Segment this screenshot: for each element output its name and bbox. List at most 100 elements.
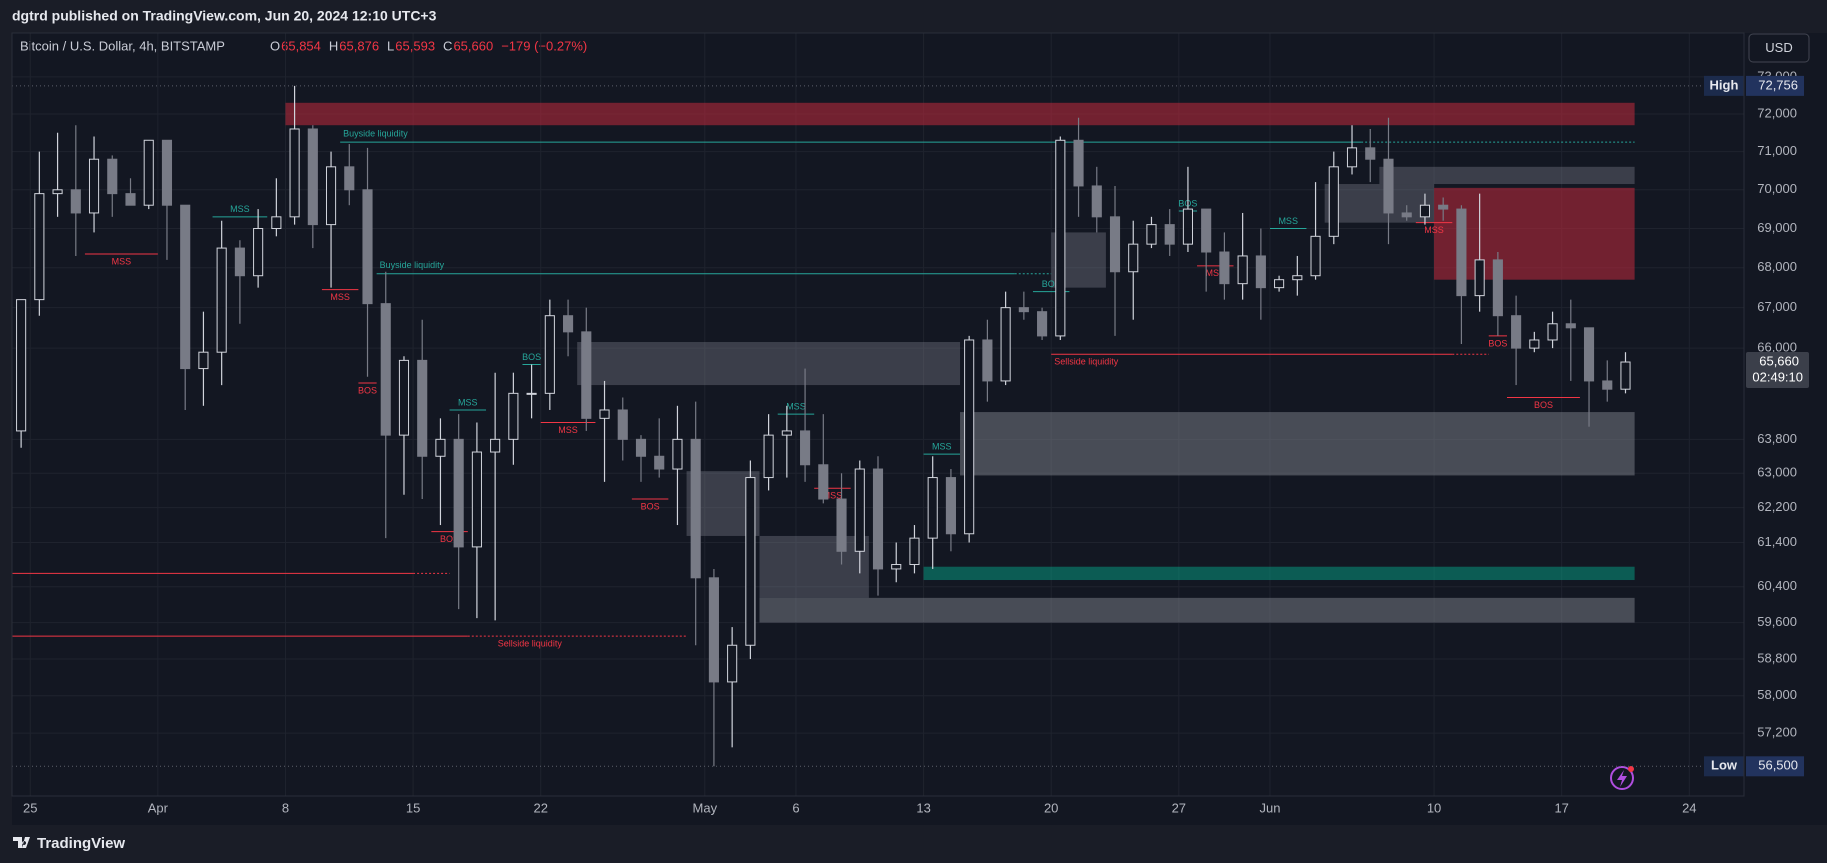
y-tick-label: 57,200 xyxy=(1757,725,1797,740)
x-tick-label: 22 xyxy=(533,800,547,815)
zone xyxy=(1434,187,1635,280)
candle-body xyxy=(344,166,355,191)
zone xyxy=(1379,166,1635,185)
time-axis xyxy=(12,796,1744,825)
y-tick-label: 70,000 xyxy=(1757,181,1797,196)
candle-body xyxy=(563,315,574,333)
marker-label-bg xyxy=(1704,756,1744,777)
candle-body xyxy=(198,351,209,370)
legend-value: 65,660 xyxy=(453,38,493,53)
legend-value: 65,593 xyxy=(395,38,435,53)
candle-body xyxy=(1401,212,1412,218)
candle-body xyxy=(854,468,865,552)
x-tick-label: 24 xyxy=(1682,800,1696,815)
candle-body xyxy=(70,189,81,214)
candle-body xyxy=(1383,158,1394,214)
candle-body xyxy=(307,128,318,226)
y-tick-label: 66,000 xyxy=(1757,340,1797,355)
structure-label: BOS xyxy=(1534,400,1553,410)
y-tick-label: 63,800 xyxy=(1757,431,1797,446)
candle-body xyxy=(180,204,191,370)
candle-body xyxy=(16,299,27,432)
alert-dot[interactable] xyxy=(1628,766,1634,772)
legend-value: 65,854 xyxy=(281,38,321,53)
zone xyxy=(285,102,1635,126)
y-tick-label: 71,000 xyxy=(1757,143,1797,158)
legend-key: H xyxy=(329,38,338,53)
currency-label[interactable]: USD xyxy=(1765,40,1792,55)
marker-value-bg xyxy=(1746,756,1804,777)
candle-body xyxy=(107,158,118,195)
candle-body xyxy=(1474,259,1485,297)
alert-icon[interactable] xyxy=(1610,766,1634,790)
candle-body xyxy=(1219,251,1230,285)
candle-body xyxy=(654,455,665,470)
candle-body xyxy=(1602,380,1613,390)
candle-body xyxy=(1529,339,1540,349)
candle-body xyxy=(872,468,884,570)
x-tick-label: 10 xyxy=(1427,800,1441,815)
symbol: Bitcoin / U.S. Dollar, 4h, BITSTAMP xyxy=(20,38,225,53)
marker-label: High xyxy=(1710,77,1739,92)
candle-body xyxy=(1346,147,1358,168)
y-tick-label: 62,200 xyxy=(1757,499,1797,514)
y-tick-label: 58,800 xyxy=(1757,650,1797,665)
candle-body xyxy=(1438,204,1449,210)
x-tick-label: 6 xyxy=(792,800,799,815)
candle-body xyxy=(380,303,391,436)
candle-body xyxy=(1182,208,1193,245)
structure-label: BOS xyxy=(1042,279,1061,289)
y-tick-label: 69,000 xyxy=(1757,220,1797,235)
candle-body xyxy=(253,228,264,277)
legend: Bitcoin / U.S. Dollar, 4h, BITSTAMP O 65,… xyxy=(20,38,587,53)
candle-body xyxy=(909,537,920,566)
candle-body xyxy=(1201,208,1212,253)
last-price: 65,660 xyxy=(1759,353,1799,368)
alert-ring[interactable] xyxy=(1610,766,1634,790)
x-tick-label: 20 xyxy=(1044,800,1058,815)
marker-label: Low xyxy=(1711,758,1738,773)
footer-logo: TradingView xyxy=(13,835,125,852)
y-tick-label: 67,000 xyxy=(1757,299,1797,314)
structure-label: MSS xyxy=(558,425,578,435)
structure-label: BOS xyxy=(1488,338,1507,348)
legend-change: −179 (−0.27%) xyxy=(501,38,587,53)
header: dgtrd published on TradingView.com, Jun … xyxy=(12,8,437,24)
last-price-badge xyxy=(1746,352,1809,389)
marker-value: 72,756 xyxy=(1758,77,1798,92)
level-label: Sellside liquidity xyxy=(498,639,563,649)
candle-body xyxy=(544,315,555,394)
alert-bolt[interactable] xyxy=(1617,770,1627,787)
candle-body xyxy=(1237,255,1248,285)
legend-key: C xyxy=(443,38,452,53)
structure-label: MSS xyxy=(458,397,478,407)
candle-body xyxy=(417,359,428,457)
candle-body xyxy=(635,438,647,457)
candle-body xyxy=(234,247,245,277)
candle-body xyxy=(982,339,993,382)
structure-label: MSS xyxy=(1278,216,1298,226)
candle-body xyxy=(453,438,464,548)
candle-body xyxy=(763,434,774,479)
candle-body xyxy=(1128,243,1139,273)
structure-label: BOS xyxy=(358,385,377,395)
structure-label: MSS xyxy=(823,491,843,501)
currency-button[interactable] xyxy=(1748,33,1810,63)
plot-border xyxy=(11,32,1745,797)
candle-body xyxy=(690,438,701,579)
x-tick-label: 15 xyxy=(406,800,420,815)
candle-body xyxy=(945,477,956,535)
zone xyxy=(577,342,961,386)
marker-label-bg xyxy=(1704,75,1744,96)
marker-value-bg xyxy=(1746,75,1804,96)
candle-body xyxy=(325,166,337,226)
marker-value: 56,500 xyxy=(1758,758,1798,773)
x-tick-label: 27 xyxy=(1172,800,1186,815)
candle-body xyxy=(1274,279,1285,289)
candle-body xyxy=(1109,216,1121,273)
candle-body xyxy=(1091,185,1102,218)
structure-label: MSS xyxy=(932,442,952,452)
candle-body xyxy=(781,430,792,436)
candle-body xyxy=(1310,235,1321,277)
